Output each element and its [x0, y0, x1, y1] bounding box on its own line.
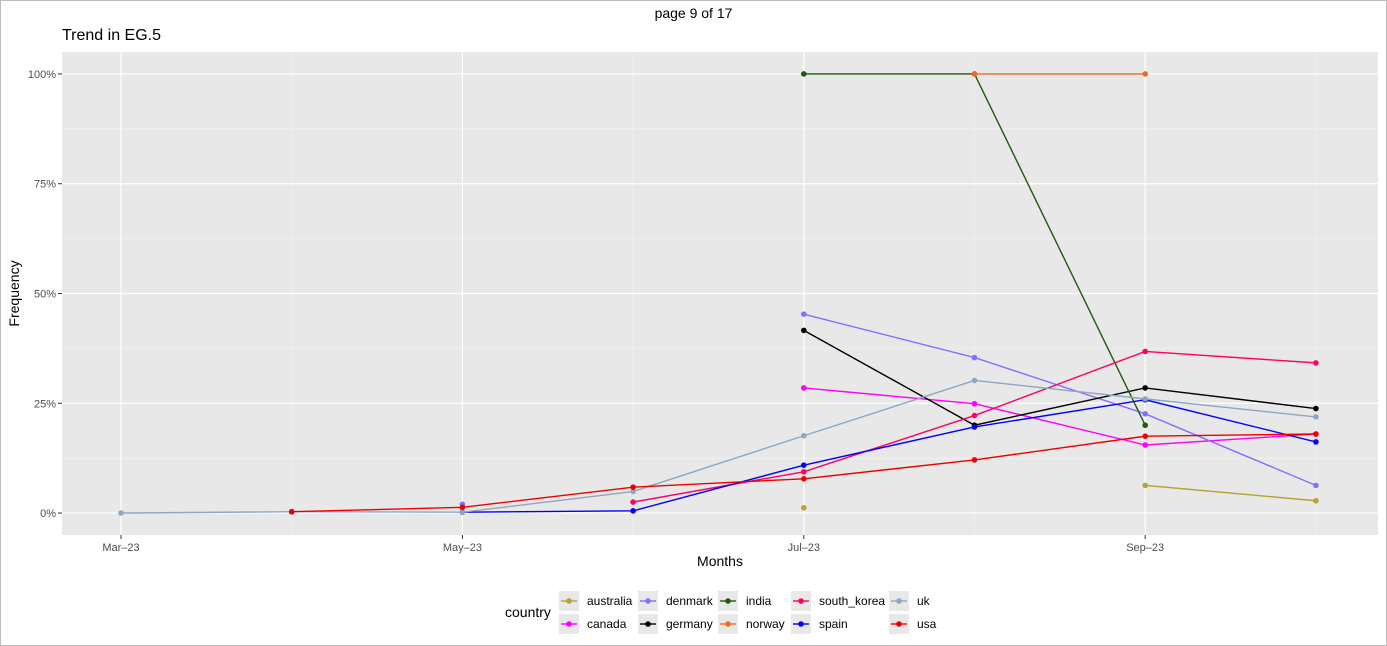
page-indicator: page 9 of 17: [654, 5, 733, 21]
data-point-south-korea: [630, 499, 636, 505]
y-axis-title: Frequency: [6, 260, 22, 326]
data-point-usa: [459, 504, 466, 511]
legend-key-point: [645, 598, 651, 604]
legend-item-germany: germany: [638, 614, 713, 634]
legend-key-point: [798, 621, 804, 627]
data-point-usa: [630, 484, 636, 490]
series-line-uk: [120, 379, 1316, 514]
data-point-denmark: [801, 311, 807, 317]
data-point-south-korea: [1142, 348, 1148, 355]
legend-label: australia: [587, 594, 633, 608]
data-point-uk: [1313, 414, 1319, 420]
data-point-usa: [288, 508, 295, 515]
series-norway: [971, 71, 1148, 77]
series-line-denmark: [803, 313, 1317, 487]
legend-key-point: [896, 621, 902, 627]
legend-item-south-korea: south_korea: [791, 591, 885, 611]
series-line-canada: [803, 387, 1316, 446]
legend-key-point: [896, 598, 902, 604]
data-point-germany: [801, 327, 807, 334]
data-point-norway: [1142, 71, 1148, 77]
data-point-uk: [459, 509, 466, 515]
data-point-south-korea: [971, 412, 978, 419]
legend-label: denmark: [666, 594, 714, 608]
data-point-denmark: [971, 354, 978, 361]
data-point-canada: [1142, 442, 1148, 448]
data-point-norway: [971, 71, 978, 77]
legend-label: usa: [917, 617, 937, 631]
legend-key-point: [645, 621, 651, 627]
legend-item-usa: usa: [889, 614, 937, 634]
data-point-uk: [630, 488, 636, 495]
series-line-australia: [1145, 484, 1316, 502]
legend-label: norway: [746, 617, 785, 631]
legend-key-point: [725, 598, 731, 604]
legend-item-australia: australia: [559, 591, 633, 611]
data-point-south-korea: [1313, 360, 1319, 366]
data-point-india: [801, 71, 807, 77]
data-point-spain: [630, 508, 636, 514]
y-tick-label: 0%: [40, 508, 56, 520]
data-point-south-korea: [801, 468, 807, 475]
data-point-uk: [801, 432, 807, 439]
data-point-usa: [1142, 433, 1148, 440]
data-point-spain: [1313, 439, 1319, 445]
legend-label: india: [746, 594, 772, 608]
y-tick-label: 75%: [34, 179, 56, 191]
data-point-spain: [801, 462, 807, 468]
y-tick-label: 100%: [28, 69, 56, 81]
data-point-denmark: [1313, 482, 1319, 489]
x-tick-label: Mar–23: [102, 542, 139, 554]
legend-label: spain: [819, 617, 848, 631]
data-point-canada: [801, 385, 807, 391]
data-point-spain: [971, 424, 978, 430]
legend-item-india: india: [718, 591, 772, 611]
data-point-usa: [801, 475, 807, 482]
legend-item-norway: norway: [718, 614, 785, 634]
legend-label: germany: [666, 617, 713, 631]
data-point-germany: [1142, 385, 1148, 391]
data-point-usa: [971, 457, 978, 463]
legend-item-denmark: denmark: [638, 591, 714, 611]
data-point-uk: [1142, 396, 1148, 402]
data-point-australia: [1142, 482, 1148, 489]
data-point-germany: [1313, 405, 1319, 412]
data-point-india: [1142, 422, 1148, 429]
legend-key-point: [566, 598, 572, 604]
legend-label: south_korea: [819, 594, 885, 608]
x-tick-label: Sep–23: [1126, 542, 1164, 554]
data-point-australia: [801, 504, 807, 511]
series-usa: [288, 431, 1319, 515]
legend-key-point: [566, 621, 572, 627]
legend-label: uk: [917, 594, 931, 608]
data-point-canada: [971, 400, 978, 407]
y-tick-label: 25%: [34, 398, 56, 410]
legend-item-uk: uk: [889, 591, 931, 611]
data-point-usa: [1313, 431, 1319, 437]
legend-key-point: [725, 621, 731, 627]
series-line-germany: [803, 329, 1316, 426]
series-line-spain: [462, 399, 1317, 513]
x-tick-label: Jul–23: [788, 542, 820, 554]
chart-title: Trend in EG.5: [62, 27, 162, 44]
data-point-australia: [1313, 497, 1319, 504]
data-point-uk: [118, 510, 124, 516]
y-tick-label: 50%: [34, 289, 56, 301]
legend-title: country: [505, 604, 551, 620]
legend-item-canada: canada: [559, 614, 627, 634]
x-tick-label: May–23: [443, 542, 482, 554]
legend-key-point: [798, 598, 804, 604]
data-point-uk: [971, 377, 978, 384]
legend-item-spain: spain: [791, 614, 848, 634]
series-australia: [801, 482, 1319, 511]
x-axis-title: Months: [697, 553, 743, 569]
data-point-denmark: [1142, 411, 1148, 417]
legend-label: canada: [587, 617, 627, 631]
